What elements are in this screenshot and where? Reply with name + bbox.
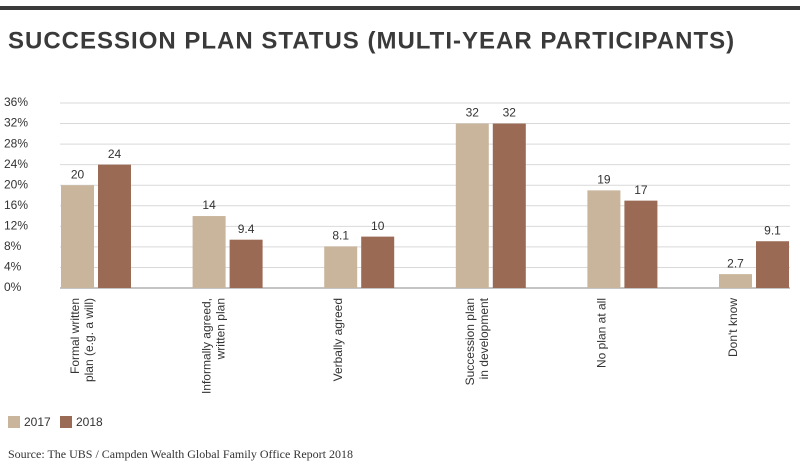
- source: Source: The UBS / Campden Wealth Global …: [8, 447, 353, 461]
- legend-label: 2018: [76, 415, 103, 429]
- bar: [61, 185, 94, 288]
- bar: [229, 239, 263, 288]
- chart-title: SUCCESSION PLAN STATUS (MULTI-YEAR PARTI…: [8, 27, 735, 54]
- data-label: 32: [466, 106, 480, 120]
- data-label: 8.1: [332, 229, 349, 243]
- y-tick-label: 24%: [4, 157, 28, 171]
- bar: [587, 190, 621, 288]
- y-tick-label: 20%: [4, 177, 28, 191]
- legend-swatch: [8, 416, 20, 428]
- data-label: 2.7: [727, 256, 744, 270]
- y-tick-label: 32%: [4, 116, 28, 130]
- data-label: 9.4: [238, 222, 255, 236]
- x-tick-label: Verbally agreed: [331, 298, 345, 381]
- data-label: 10: [371, 219, 385, 233]
- y-tick-label: 0%: [4, 280, 22, 294]
- y-tick-label: 16%: [4, 198, 28, 212]
- y-tick-label: 8%: [4, 239, 22, 253]
- legend-label: 2017: [24, 415, 51, 429]
- bar: [192, 216, 226, 288]
- data-label: 32: [503, 106, 517, 120]
- bar: [98, 164, 131, 288]
- bar: [624, 200, 658, 288]
- x-tick-label: Succession planin development: [463, 297, 491, 385]
- bar: [361, 236, 395, 288]
- bar: [324, 246, 358, 288]
- x-tick-label: Don't know: [726, 298, 740, 357]
- data-label: 19: [597, 173, 611, 187]
- bar: [719, 274, 752, 288]
- x-tick-label: Formal writtenplan (e.g. a will): [68, 298, 96, 382]
- y-tick-label: 4%: [4, 260, 22, 274]
- y-tick-label: 36%: [4, 95, 28, 109]
- y-tick-label: 12%: [4, 219, 28, 233]
- x-tick-label: No plan at all: [595, 298, 609, 368]
- bar: [492, 123, 526, 288]
- legend-swatch: [60, 416, 72, 428]
- data-label: 24: [108, 147, 122, 161]
- data-label: 17: [634, 183, 648, 197]
- x-tick-label: Informally agreed,written plan: [200, 298, 228, 394]
- data-label: 14: [202, 198, 216, 212]
- data-label: 9.1: [764, 223, 781, 237]
- bar: [455, 123, 489, 288]
- data-label: 20: [71, 167, 85, 181]
- bar: [756, 241, 789, 288]
- top-rule: [0, 6, 800, 10]
- y-tick-label: 28%: [4, 136, 28, 150]
